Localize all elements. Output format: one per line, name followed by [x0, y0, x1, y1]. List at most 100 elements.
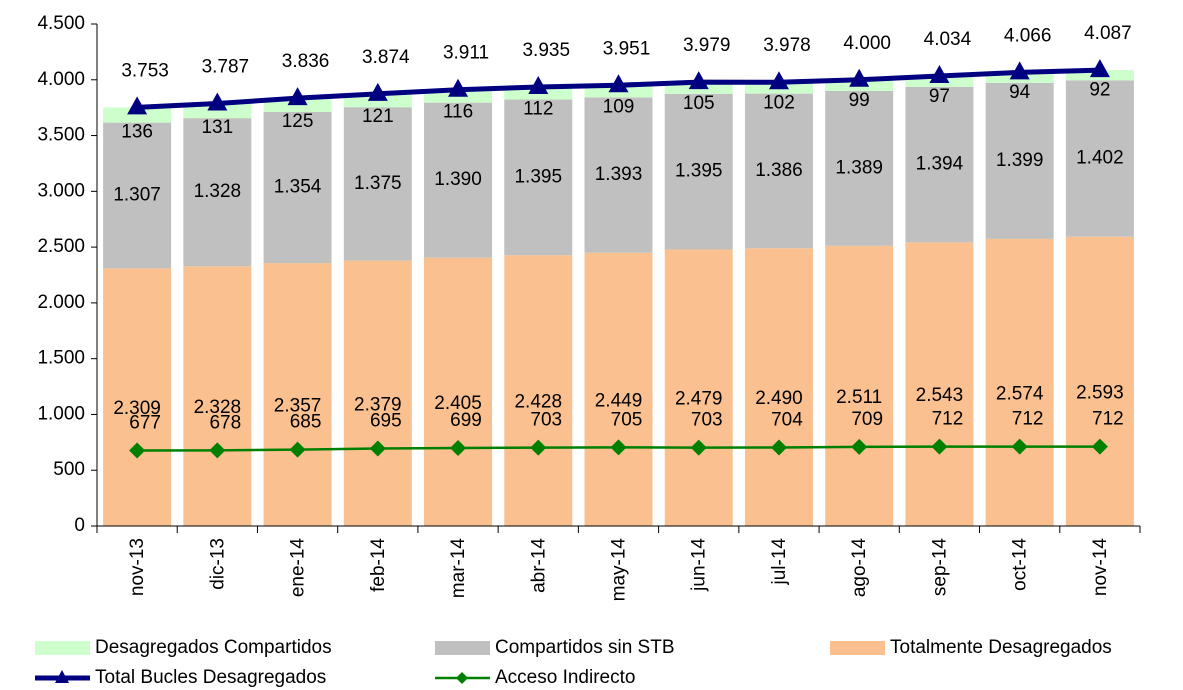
- marker: [690, 439, 707, 456]
- data-label: 2.574: [996, 383, 1044, 404]
- marker: [929, 64, 950, 83]
- legend-marker: [456, 672, 468, 684]
- marker: [770, 439, 787, 456]
- marker: [931, 438, 948, 455]
- marker: [1009, 61, 1030, 80]
- data-label: 4.087: [1084, 23, 1132, 44]
- data-label: 2.543: [916, 385, 964, 406]
- data-label: 2.405: [434, 393, 482, 414]
- y-tick-label: 3.500: [37, 125, 85, 146]
- legend-swatch: [35, 641, 90, 655]
- bar: [664, 249, 733, 526]
- data-label: 3.836: [282, 51, 330, 72]
- marker: [851, 438, 868, 455]
- x-tick-label: sep-14: [929, 538, 950, 597]
- x-tick-label: oct-14: [1010, 538, 1031, 591]
- x-tick-label: jun-14: [689, 538, 710, 592]
- bar: [664, 93, 733, 250]
- bar: [744, 93, 813, 249]
- x-tick-label: dic-13: [207, 538, 228, 590]
- data-label: 2.593: [1076, 382, 1124, 403]
- bar: [103, 107, 172, 123]
- y-tick-label: 3.000: [37, 180, 85, 201]
- legend-label: Desagregados Compartidos: [95, 637, 332, 658]
- marker: [129, 442, 146, 459]
- data-label: 1.394: [916, 154, 964, 175]
- y-tick-label: 2.500: [37, 236, 85, 257]
- marker: [768, 71, 789, 90]
- data-label: 2.428: [514, 392, 562, 413]
- bar: [744, 248, 813, 526]
- marker: [367, 82, 388, 101]
- data-label: 1.393: [595, 164, 643, 185]
- data-label: 112: [523, 99, 553, 120]
- data-label: 1.390: [434, 169, 482, 190]
- legend-swatch: [435, 641, 490, 655]
- data-label: 136: [121, 122, 153, 143]
- bar: [263, 112, 332, 264]
- legend-label: Acceso Indirecto: [495, 667, 635, 688]
- data-label: 1.402: [1076, 148, 1124, 169]
- data-label: 2.449: [595, 390, 643, 411]
- data-label: 712: [1092, 409, 1124, 430]
- x-tick-label: nov-14: [1090, 538, 1111, 597]
- x-tick-label: ago-14: [849, 538, 870, 598]
- y-tick-label: 1.000: [37, 403, 85, 424]
- marker: [688, 71, 709, 90]
- data-label: 116: [443, 102, 473, 123]
- marker: [287, 87, 308, 106]
- data-label: 3.787: [202, 57, 250, 78]
- y-tick-label: 4.000: [37, 69, 85, 90]
- marker: [528, 76, 549, 95]
- data-label: 699: [450, 410, 482, 431]
- x-tick-label: jul-14: [769, 538, 790, 586]
- data-label: 2.511: [836, 387, 882, 408]
- marker: [530, 439, 547, 456]
- data-label: 1.395: [514, 166, 562, 187]
- marker: [209, 442, 226, 459]
- data-label: 712: [1012, 409, 1044, 430]
- data-label: 705: [611, 409, 643, 430]
- bar: [985, 82, 1054, 239]
- legend-label: Total Bucles Desagregados: [95, 667, 326, 688]
- marker: [1011, 438, 1028, 455]
- data-label: 2.357: [274, 396, 322, 417]
- data-label: 1.307: [113, 185, 161, 206]
- data-label: 3.978: [763, 35, 811, 56]
- bar: [584, 252, 653, 526]
- marker: [608, 74, 629, 93]
- marker: [610, 439, 627, 456]
- data-label: 1.375: [354, 173, 402, 194]
- x-tick-label: abr-14: [528, 538, 549, 593]
- data-label: 695: [370, 410, 402, 431]
- marker: [127, 96, 148, 115]
- x-tick-label: mar-14: [448, 538, 469, 599]
- x-tick-label: nov-13: [127, 538, 148, 596]
- marker: [1091, 438, 1108, 455]
- bar: [343, 107, 412, 261]
- legend-marker: [55, 670, 69, 683]
- data-label: 678: [209, 412, 241, 433]
- legend-label: Totalmente Desagregados: [890, 637, 1112, 658]
- y-tick-label: 2.000: [37, 292, 85, 313]
- bar: [584, 97, 653, 253]
- bar: [424, 257, 493, 526]
- data-label: 2.328: [194, 397, 242, 418]
- data-label: 2.309: [113, 398, 161, 419]
- data-label: 4.066: [1004, 25, 1052, 46]
- bar: [1065, 80, 1134, 237]
- bar: [905, 86, 974, 243]
- x-tick-label: ene-14: [288, 538, 309, 598]
- bar: [504, 255, 573, 526]
- data-label: 1.389: [835, 157, 883, 178]
- x-tick-label: feb-14: [368, 538, 389, 592]
- data-label: 97: [929, 86, 950, 107]
- data-label: 3.979: [683, 35, 731, 56]
- data-label: 709: [851, 409, 883, 430]
- data-label: 1.395: [675, 161, 723, 182]
- legend-swatch: [830, 641, 885, 655]
- marker: [1089, 59, 1110, 78]
- y-tick-label: 500: [53, 459, 85, 480]
- data-label: 125: [282, 111, 314, 132]
